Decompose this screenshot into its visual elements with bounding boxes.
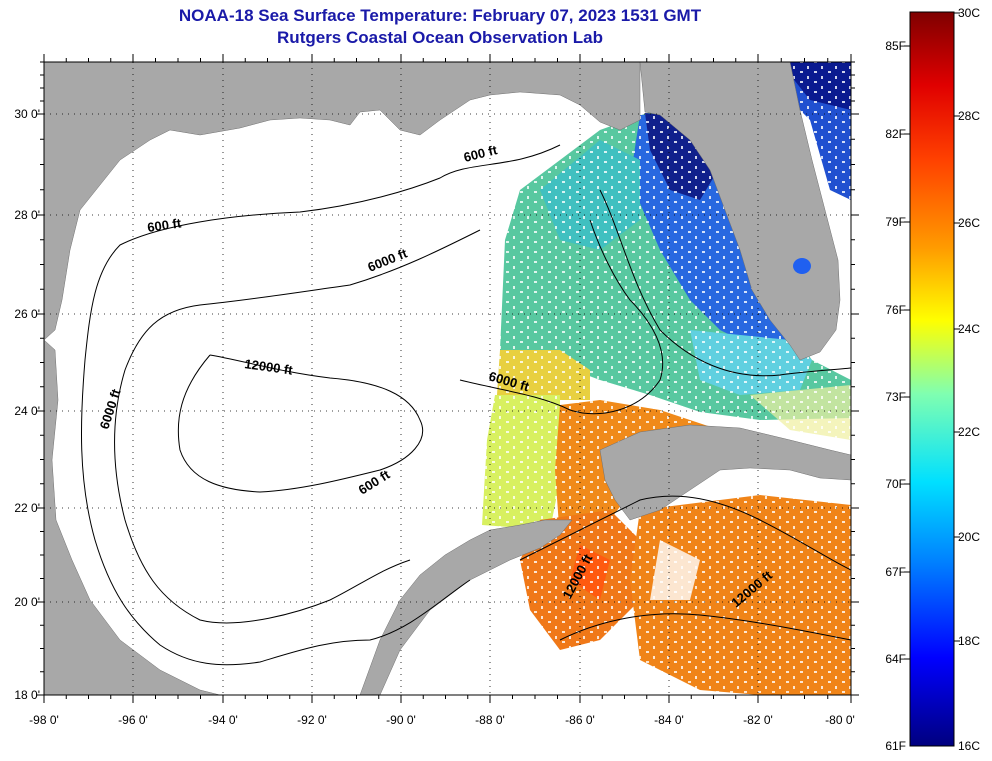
- colorbar-c-label: 18C: [958, 634, 980, 648]
- contour-12000ft-south: [519, 495, 851, 571]
- lon-tick-label: -82 0': [743, 713, 773, 727]
- axis-ticks: [36, 54, 859, 703]
- contour-6000ft: [114, 229, 481, 624]
- lat-tick-label: 18 0': [14, 688, 40, 702]
- lon-tick-label: -92 0': [297, 713, 327, 727]
- lat-tick-label: 30 0': [14, 107, 40, 121]
- lon-tick-label: -90 0': [386, 713, 416, 727]
- lon-tick-label: -80 0': [825, 713, 855, 727]
- colorbar-f-label: 82F: [885, 127, 906, 141]
- contour-6000ft-east: [459, 219, 664, 415]
- colorbar-f-label: 73F: [885, 390, 906, 404]
- contour-label: 12000 ft: [244, 356, 295, 378]
- florida-peninsula: [639, 62, 841, 361]
- colorbar: 85F 82F 79F 76F 73F 70F 67F 64F 61F 30C …: [885, 6, 980, 753]
- graticule: [44, 62, 851, 695]
- colorbar-f-label: 85F: [885, 39, 906, 53]
- contour-600ft-east: [599, 189, 851, 377]
- mexico: [44, 339, 221, 695]
- colorbar-c-label: 28C: [958, 109, 980, 123]
- map-title: NOAA-18 Sea Surface Temperature: Februar…: [178, 6, 702, 25]
- longitude-labels: -98 0' -96 0' -94 0' -92 0' -90 0' -88 0…: [29, 713, 855, 727]
- map-area: 600 ft 600 ft 6000 ft 12000 ft 6000 ft 6…: [44, 62, 851, 695]
- colorbar-c-label: 24C: [958, 322, 980, 336]
- lon-tick-label: -88 0': [475, 713, 505, 727]
- colorbar-c-label: 30C: [958, 6, 980, 20]
- lon-tick-label: -98 0': [29, 713, 59, 727]
- contour-label: 600 ft: [146, 215, 182, 235]
- lon-tick-label: -84 0': [654, 713, 684, 727]
- lat-tick-label: 28 0': [14, 208, 40, 222]
- contour-12000ft-south2: [559, 613, 851, 641]
- lat-tick-label: 20 0': [14, 595, 40, 609]
- bathymetry-contours: [80, 144, 851, 666]
- colorbar-f-label: 79F: [885, 215, 906, 229]
- colorbar-c-label: 26C: [958, 216, 980, 230]
- lat-tick-label: 22 0': [14, 501, 40, 515]
- lon-tick-label: -86 0': [565, 713, 595, 727]
- lat-tick-label: 24 0': [14, 404, 40, 418]
- latitude-labels: 18 0' 20 0' 22 0' 24 0' 26 0' 28 0' 30 0…: [14, 107, 40, 702]
- contour-600ft: [80, 144, 561, 666]
- colorbar-f-label: 70F: [885, 477, 906, 491]
- map-subtitle: Rutgers Coastal Ocean Observation Lab: [277, 28, 603, 47]
- colorbar-c-label: 16C: [958, 739, 980, 753]
- lon-tick-label: -94 0': [208, 713, 238, 727]
- lon-tick-label: -96 0': [118, 713, 148, 727]
- colorbar-f-label: 67F: [885, 565, 906, 579]
- contour-12000ft: [177, 354, 424, 493]
- colorbar-c-label: 22C: [958, 425, 980, 439]
- colorbar-f-label: 61F: [885, 739, 906, 753]
- colorbar-f-label: 64F: [885, 652, 906, 666]
- colorbar-c-label: 20C: [958, 530, 980, 544]
- colorbar-f-label: 76F: [885, 303, 906, 317]
- land: [44, 62, 851, 695]
- lat-tick-label: 26 0': [14, 307, 40, 321]
- colorbar-scale: [909, 11, 955, 747]
- map-frame: [43, 61, 852, 696]
- sst-swath: [480, 62, 851, 695]
- lake-okeechobee: [793, 258, 811, 274]
